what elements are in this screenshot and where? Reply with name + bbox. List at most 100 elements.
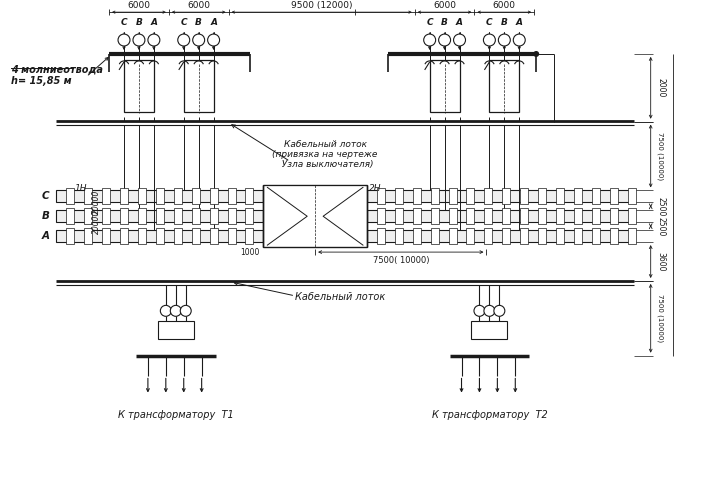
- Bar: [431, 188, 439, 204]
- Text: B: B: [195, 18, 202, 27]
- Bar: [574, 228, 582, 244]
- Bar: [467, 208, 474, 224]
- Bar: [610, 228, 618, 244]
- Text: 3600: 3600: [656, 252, 665, 272]
- Bar: [556, 228, 564, 244]
- Bar: [538, 188, 546, 204]
- Circle shape: [171, 305, 181, 316]
- Text: A: A: [210, 18, 217, 27]
- Text: 6000: 6000: [493, 1, 516, 10]
- Bar: [124, 60, 154, 112]
- Text: 6000: 6000: [433, 1, 456, 10]
- Bar: [367, 190, 634, 202]
- Circle shape: [180, 305, 191, 316]
- Circle shape: [453, 34, 465, 46]
- Text: C: C: [427, 18, 433, 27]
- Bar: [66, 228, 74, 244]
- Bar: [209, 208, 218, 224]
- Text: 6000: 6000: [128, 1, 150, 10]
- Bar: [431, 208, 439, 224]
- Bar: [245, 208, 253, 224]
- Bar: [84, 188, 92, 204]
- Bar: [503, 228, 510, 244]
- Bar: [138, 228, 146, 244]
- Bar: [192, 208, 200, 224]
- Bar: [138, 208, 146, 224]
- Bar: [503, 208, 510, 224]
- Bar: [367, 210, 634, 222]
- Bar: [156, 188, 164, 204]
- Bar: [484, 188, 492, 204]
- Bar: [484, 228, 492, 244]
- Circle shape: [498, 34, 510, 46]
- Circle shape: [118, 34, 130, 46]
- Bar: [429, 60, 460, 112]
- Bar: [192, 188, 200, 204]
- Bar: [228, 208, 235, 224]
- Circle shape: [208, 34, 219, 46]
- Circle shape: [513, 34, 525, 46]
- Text: 20000: 20000: [92, 190, 101, 214]
- Bar: [102, 228, 110, 244]
- Bar: [627, 188, 636, 204]
- Circle shape: [148, 34, 160, 46]
- Bar: [395, 228, 403, 244]
- Text: 2500: 2500: [656, 196, 665, 216]
- Bar: [592, 208, 600, 224]
- Bar: [84, 208, 92, 224]
- Bar: [184, 60, 214, 112]
- Bar: [56, 210, 264, 222]
- Bar: [395, 188, 403, 204]
- Bar: [448, 208, 457, 224]
- Bar: [209, 188, 218, 204]
- Bar: [472, 321, 508, 339]
- Circle shape: [178, 34, 190, 46]
- Bar: [84, 228, 92, 244]
- Bar: [574, 208, 582, 224]
- Bar: [174, 188, 182, 204]
- Bar: [610, 208, 618, 224]
- Text: A: A: [42, 231, 49, 241]
- Bar: [610, 188, 618, 204]
- Circle shape: [533, 51, 539, 57]
- Bar: [228, 228, 235, 244]
- Text: 2500: 2500: [656, 216, 665, 236]
- Circle shape: [484, 305, 495, 316]
- Bar: [209, 228, 218, 244]
- Bar: [158, 321, 194, 339]
- Bar: [489, 60, 520, 112]
- Bar: [627, 228, 636, 244]
- Bar: [174, 208, 182, 224]
- Text: К трансформатору  Т2: К трансформатору Т2: [431, 410, 547, 420]
- Bar: [412, 228, 421, 244]
- Text: B: B: [42, 211, 49, 221]
- Circle shape: [484, 34, 496, 46]
- Bar: [377, 188, 385, 204]
- Text: 2Н: 2Н: [369, 184, 381, 193]
- Bar: [556, 188, 564, 204]
- Bar: [264, 185, 367, 247]
- Bar: [66, 188, 74, 204]
- Bar: [556, 208, 564, 224]
- Bar: [520, 228, 528, 244]
- Bar: [174, 228, 182, 244]
- Bar: [138, 188, 146, 204]
- Text: 7500 (10000): 7500 (10000): [657, 132, 664, 180]
- Circle shape: [424, 34, 436, 46]
- Bar: [412, 188, 421, 204]
- Text: 6000: 6000: [187, 1, 210, 10]
- Text: Кабельный лоток: Кабельный лоток: [295, 292, 385, 302]
- Text: B: B: [501, 18, 508, 27]
- Bar: [120, 208, 128, 224]
- Bar: [484, 208, 492, 224]
- Bar: [574, 188, 582, 204]
- Text: B: B: [441, 18, 448, 27]
- Circle shape: [494, 305, 505, 316]
- Circle shape: [192, 34, 204, 46]
- Bar: [192, 228, 200, 244]
- Bar: [412, 208, 421, 224]
- Bar: [367, 230, 634, 242]
- Bar: [156, 228, 164, 244]
- Text: 1Н: 1Н: [75, 184, 87, 193]
- Circle shape: [474, 305, 485, 316]
